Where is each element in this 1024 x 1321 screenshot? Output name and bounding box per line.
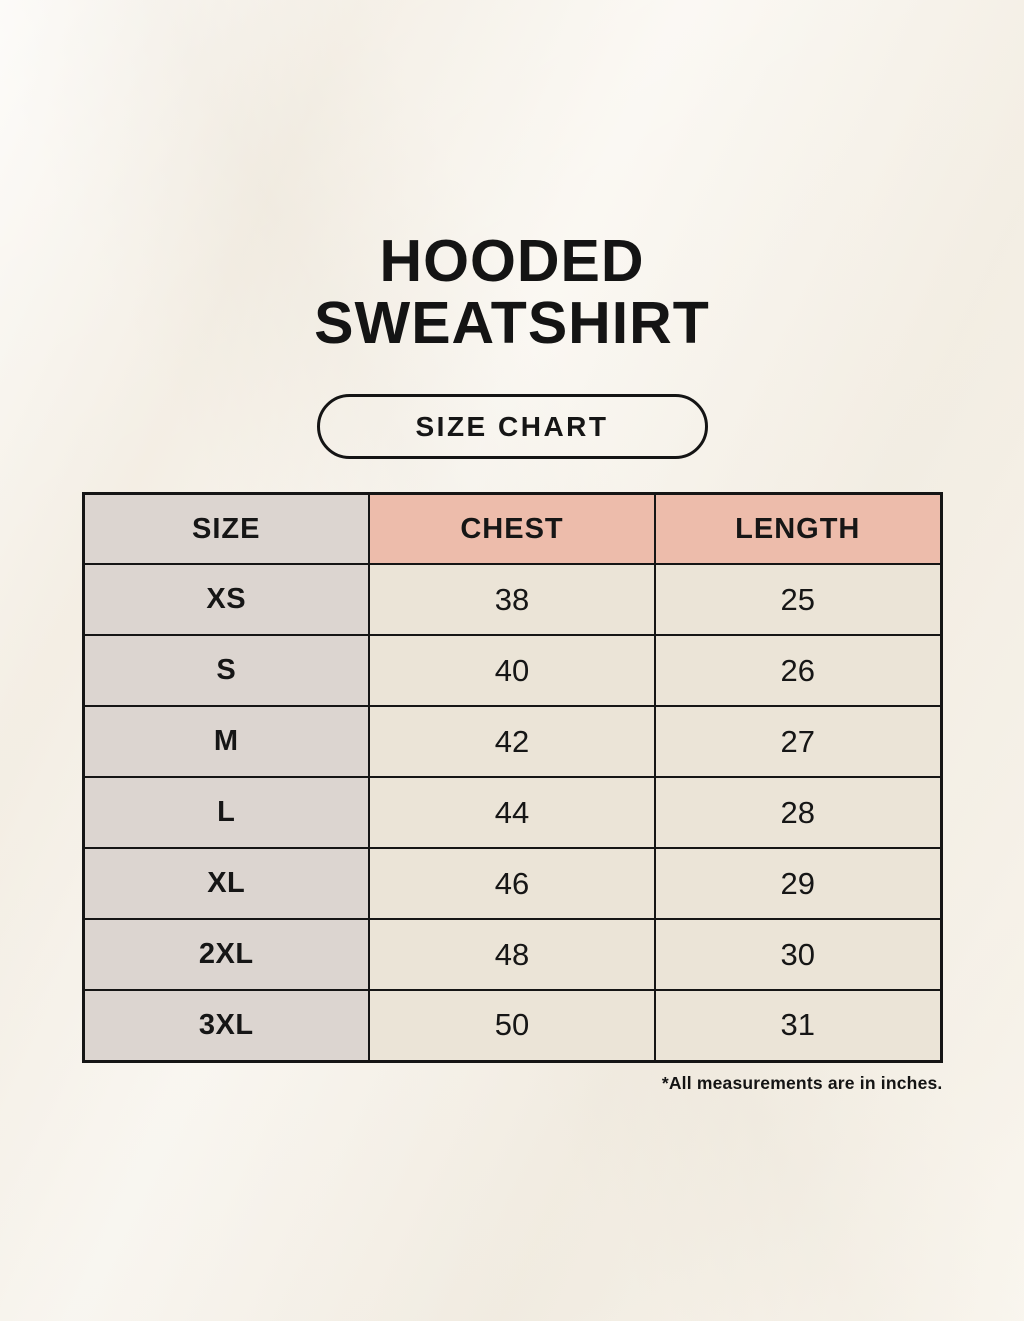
header-cell-length: LENGTH: [654, 492, 942, 565]
table-row-3xl: 3XL 50 31: [82, 989, 942, 1062]
table-row-xs: XS 38 25: [82, 563, 942, 636]
table-row-l: L 44 28: [82, 776, 942, 849]
size-cell: 3XL: [82, 989, 370, 1062]
page-title-line2: SWEATSHIRT: [314, 290, 710, 356]
header-row: SIZE CHEST LENGTH: [82, 492, 942, 565]
table-row-xl: XL 46 29: [82, 847, 942, 920]
chest-cell: 46: [368, 847, 656, 920]
chest-cell: 42: [368, 705, 656, 778]
length-cell: 27: [654, 705, 942, 778]
chest-cell: 40: [368, 634, 656, 707]
size-table-body: XS 38 25 S 40 26 M 42 27 L 44 28 XL 46: [82, 563, 942, 1062]
size-cell: L: [82, 776, 370, 849]
size-chart-badge: SIZE CHART: [316, 394, 708, 459]
length-cell: 29: [654, 847, 942, 920]
size-cell: XL: [82, 847, 370, 920]
length-cell: 30: [654, 918, 942, 991]
length-cell: 26: [654, 634, 942, 707]
chest-cell: 48: [368, 918, 656, 991]
chest-cell: 38: [368, 563, 656, 636]
size-cell: XS: [82, 563, 370, 636]
length-cell: 28: [654, 776, 942, 849]
chest-cell: 50: [368, 989, 656, 1062]
length-cell: 31: [654, 989, 942, 1062]
size-table-header: SIZE CHEST LENGTH: [82, 492, 942, 565]
table-row-2xl: 2XL 48 30: [82, 918, 942, 991]
size-chart-badge-label: SIZE CHART: [415, 410, 609, 442]
size-cell: M: [82, 705, 370, 778]
size-table: SIZE CHEST LENGTH XS 38 25 S 40 26 M 42 …: [81, 492, 943, 1063]
size-cell: 2XL: [82, 918, 370, 991]
table-row-m: M 42 27: [82, 705, 942, 778]
measurements-footnote: *All measurements are in inches.: [661, 1072, 943, 1093]
size-cell: S: [82, 634, 370, 707]
length-cell: 25: [654, 563, 942, 636]
header-cell-size: SIZE: [82, 492, 370, 565]
table-row-s: S 40 26: [82, 634, 942, 707]
chest-cell: 44: [368, 776, 656, 849]
page-title-line1: HOODED: [379, 228, 645, 294]
header-cell-chest: CHEST: [368, 492, 656, 565]
page-title: HOODED SWEATSHIRT: [0, 0, 1024, 354]
